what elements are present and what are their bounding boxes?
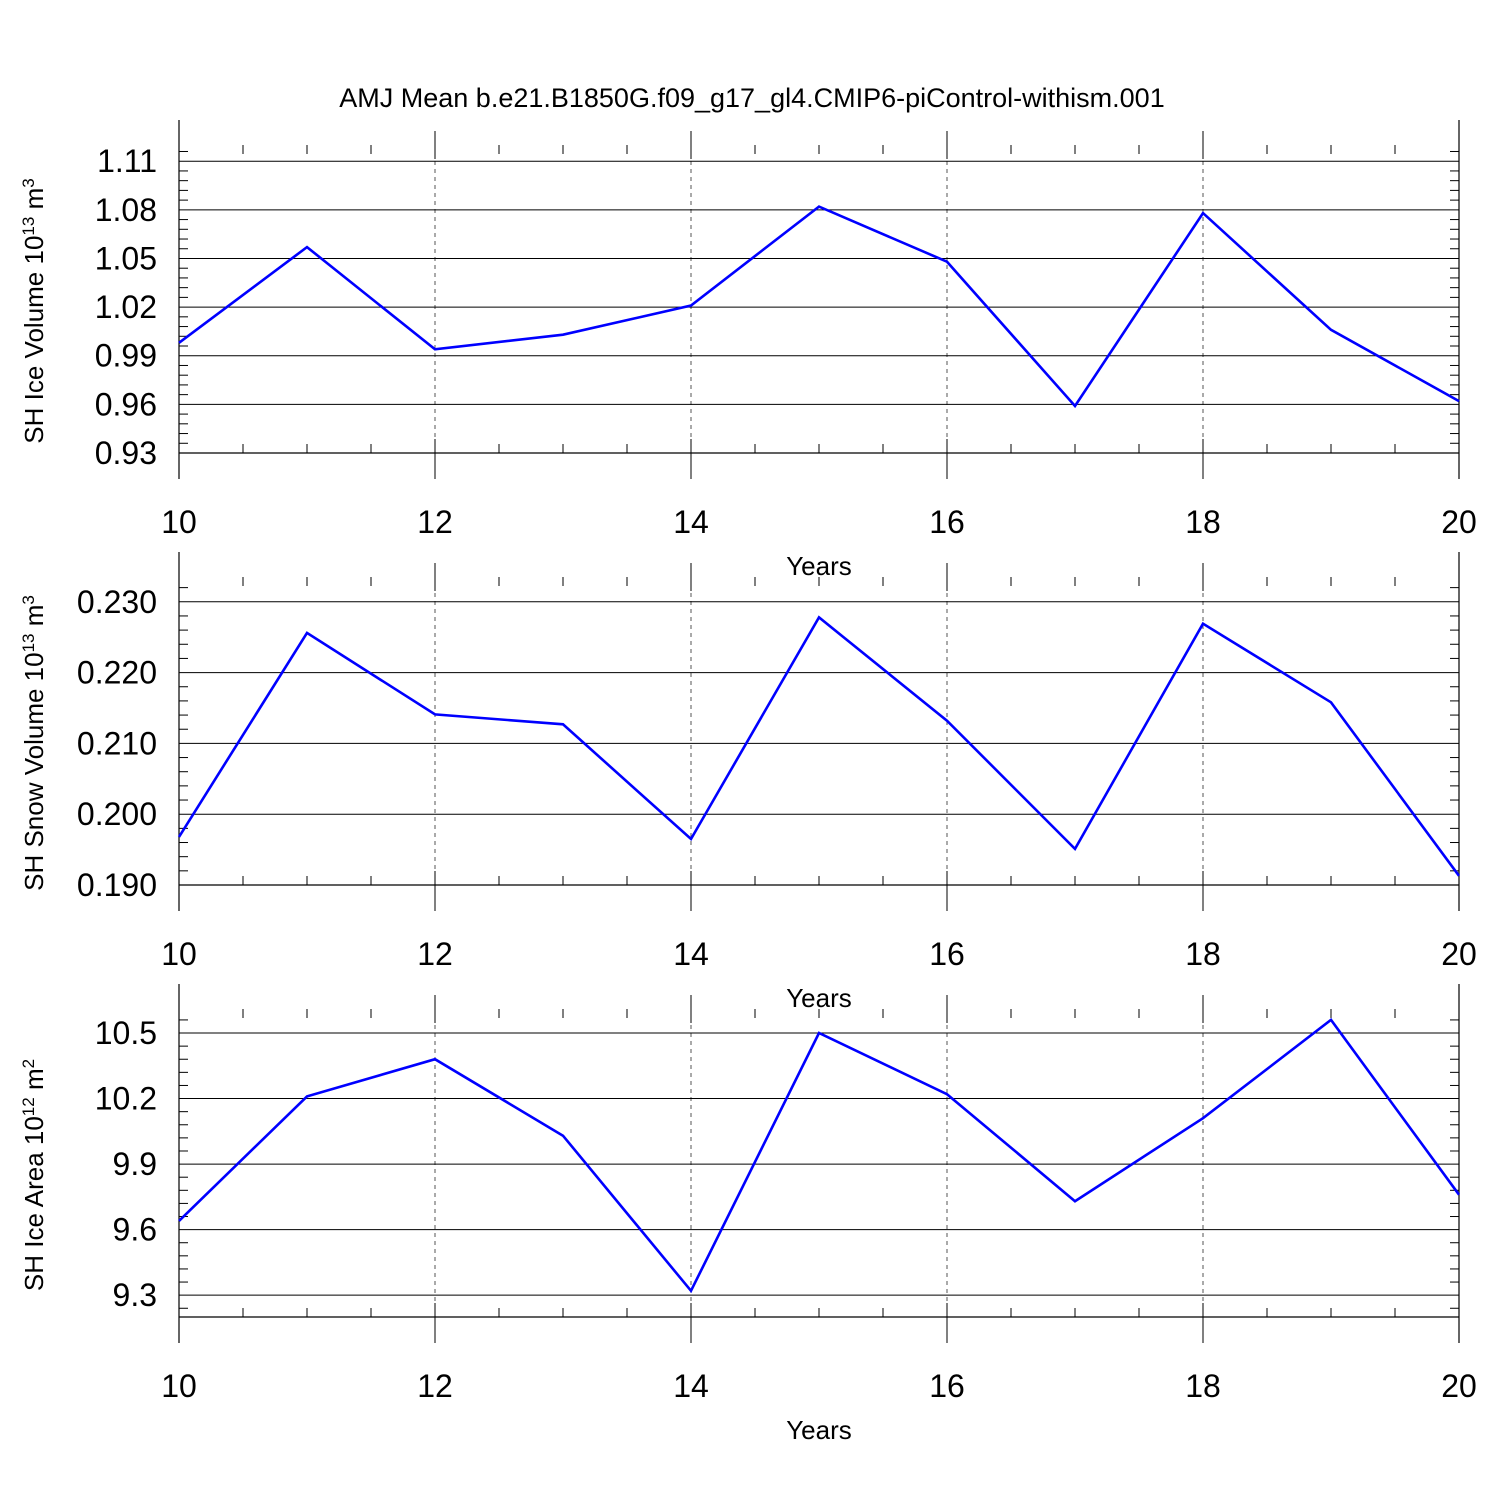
y-tick-label: 9.9 xyxy=(113,1146,157,1182)
x-tick-label: 16 xyxy=(929,936,965,972)
y-axis-title: SH Snow Volume 1013 m3 xyxy=(19,595,50,891)
panel-ice-area: 10.5 10.2 9.9 9.6 9.3 10 12 14 16 18 20 Years SH … xyxy=(19,984,1477,1445)
y-axis-title-text: SH Ice Area 10 xyxy=(19,1116,49,1291)
x-tick-label: 16 xyxy=(929,1368,965,1404)
y-axis-title-unit-exponent: 2 xyxy=(19,1059,38,1068)
x-tick-labels: 10 12 14 16 18 20 xyxy=(161,936,1477,972)
figure-title: AMJ Mean b.e21.B1850G.f09_g17_gl4.CMIP6-… xyxy=(339,83,1164,113)
y-tick-label: 1.11 xyxy=(97,143,157,179)
y-axis-title-exponent: 13 xyxy=(19,633,38,652)
y-tick-label: 1.02 xyxy=(95,289,157,325)
y-tick-label: 0.99 xyxy=(95,338,157,374)
y-tick-label: 1.05 xyxy=(95,240,157,276)
x-tick-label: 12 xyxy=(417,504,453,540)
y-axis-title-unit-exponent: 3 xyxy=(19,595,38,604)
y-axis-title-text: SH Ice Volume 10 xyxy=(19,236,49,444)
x-tick-labels: 10 12 14 16 18 20 xyxy=(161,504,1477,540)
y-tick-label: 0.220 xyxy=(77,655,157,691)
y-tick-labels: 10.5 10.2 9.9 9.6 9.3 xyxy=(95,1015,157,1313)
x-tick-label: 20 xyxy=(1441,1368,1477,1404)
x-tick-label: 16 xyxy=(929,504,965,540)
y-tick-label: 0.96 xyxy=(95,386,157,422)
panel-snow-volume: 0.230 0.220 0.210 0.200 0.190 10 12 14 16 18 20 Y… xyxy=(19,552,1477,1013)
x-axis-title: Years xyxy=(786,1415,852,1445)
y-tick-label: 0.230 xyxy=(77,584,157,620)
x-tick-label: 12 xyxy=(417,936,453,972)
x-tick-label: 10 xyxy=(161,1368,197,1404)
y-tick-label: 9.3 xyxy=(113,1277,157,1313)
y-axis-title-unit: m xyxy=(19,188,49,217)
y-axis-title: SH Ice Area 1012 m2 xyxy=(19,1059,50,1291)
plot-area xyxy=(178,984,1461,1343)
x-tick-label: 14 xyxy=(673,1368,709,1404)
y-tick-labels: 0.230 0.220 0.210 0.200 0.190 xyxy=(77,584,157,903)
y-axis-title: SH Ice Volume 1013 m3 xyxy=(19,178,50,443)
plot-area xyxy=(178,120,1460,479)
x-tick-label: 12 xyxy=(417,1368,453,1404)
x-tick-labels: 10 12 14 16 18 20 xyxy=(161,1368,1477,1404)
x-tick-label: 20 xyxy=(1441,504,1477,540)
series-line xyxy=(178,1018,1461,1294)
y-axis-title-exponent: 13 xyxy=(19,217,38,236)
y-axis-title-unit: m xyxy=(19,1068,49,1097)
x-tick-label: 18 xyxy=(1185,504,1221,540)
y-tick-label: 0.200 xyxy=(77,796,157,832)
panel-ice-volume: 1.11 1.08 1.05 1.02 0.99 0.96 0.93 10 12 14 16 18 2… xyxy=(19,120,1477,581)
x-tick-label: 20 xyxy=(1441,936,1477,972)
y-axis-title-exponent: 12 xyxy=(19,1097,38,1116)
y-tick-label: 9.6 xyxy=(113,1212,157,1248)
x-tick-label: 10 xyxy=(161,936,197,972)
y-tick-label: 10.2 xyxy=(95,1081,157,1117)
x-axis-title: Years xyxy=(786,983,852,1013)
x-tick-label: 14 xyxy=(673,936,709,972)
y-tick-label: 0.93 xyxy=(95,435,157,471)
x-axis-title: Years xyxy=(786,551,852,581)
plot-area xyxy=(177,552,1461,911)
y-tick-label: 1.08 xyxy=(95,192,157,228)
x-tick-label: 18 xyxy=(1185,936,1221,972)
x-tick-label: 10 xyxy=(161,504,197,540)
series-line xyxy=(178,205,1460,409)
y-tick-label: 0.190 xyxy=(77,867,157,903)
y-axis-title-unit: m xyxy=(19,605,49,634)
y-axis-title-text: SH Snow Volume 10 xyxy=(19,652,49,890)
y-tick-label: 0.210 xyxy=(77,725,157,761)
series-line xyxy=(177,615,1461,877)
y-tick-labels: 1.11 1.08 1.05 1.02 0.99 0.96 0.93 xyxy=(95,143,157,471)
y-axis-title-unit-exponent: 3 xyxy=(19,178,38,187)
x-tick-label: 18 xyxy=(1185,1368,1221,1404)
y-tick-label: 10.5 xyxy=(95,1015,157,1051)
x-tick-label: 14 xyxy=(673,504,709,540)
